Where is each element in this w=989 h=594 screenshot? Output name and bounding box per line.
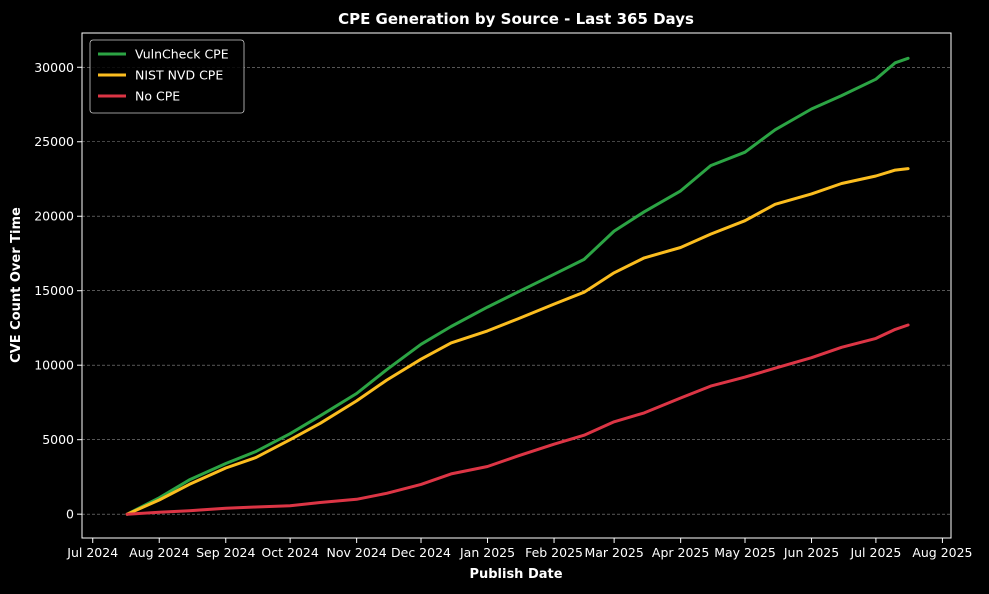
x-tick-label: Aug 2024 — [129, 545, 189, 560]
y-axis-label: CVE Count Over Time — [9, 207, 24, 363]
legend-label: NIST NVD CPE — [135, 68, 223, 83]
x-tick-label: Mar 2025 — [584, 545, 643, 560]
series-line-vulncheck-cpe — [125, 56, 910, 516]
y-tick-label: 25000 — [34, 134, 74, 149]
axes: 0 5000 10000 15000 20000 25000 30000 Jul 2024 Au… — [34, 60, 972, 560]
legend-box — [89, 39, 245, 114]
x-tick-label: Sep 2024 — [196, 545, 255, 560]
x-tick-label: Nov 2024 — [327, 545, 387, 560]
y-tick-label: 5000 — [42, 432, 74, 447]
legend: VulnCheck CPE NIST NVD CPE No CPE — [89, 39, 245, 114]
y-tick-label: 0 — [66, 507, 74, 522]
x-tick-label: Jun 2025 — [783, 545, 839, 560]
series-line-nist-nvd-cpe — [125, 167, 910, 516]
x-tick-label: Aug 2025 — [912, 545, 972, 560]
y-tick-label: 10000 — [34, 358, 74, 373]
x-tick-label: Jul 2025 — [849, 545, 901, 560]
x-tick-label: Dec 2024 — [391, 545, 451, 560]
y-tick-label: 15000 — [34, 283, 74, 298]
x-tick-label: Jan 2025 — [459, 545, 515, 560]
legend-label: No CPE — [135, 89, 180, 104]
x-axis-label: Publish Date — [469, 567, 562, 582]
y-tick-label: 30000 — [34, 60, 74, 75]
x-tick-label: May 2025 — [714, 545, 776, 560]
x-tick-label: Apr 2025 — [652, 545, 709, 560]
x-tick-label: Jul 2024 — [66, 545, 118, 560]
y-tick-label: 20000 — [34, 209, 74, 224]
x-tick-label: Oct 2024 — [261, 545, 318, 560]
plot-frame — [81, 32, 952, 539]
x-tick-label: Feb 2025 — [525, 545, 583, 560]
series-line-no-cpe — [125, 323, 910, 516]
series-lines — [125, 56, 910, 516]
legend-label: VulnCheck CPE — [135, 47, 229, 62]
chart-title: CPE Generation by Source - Last 365 Days — [338, 10, 694, 28]
